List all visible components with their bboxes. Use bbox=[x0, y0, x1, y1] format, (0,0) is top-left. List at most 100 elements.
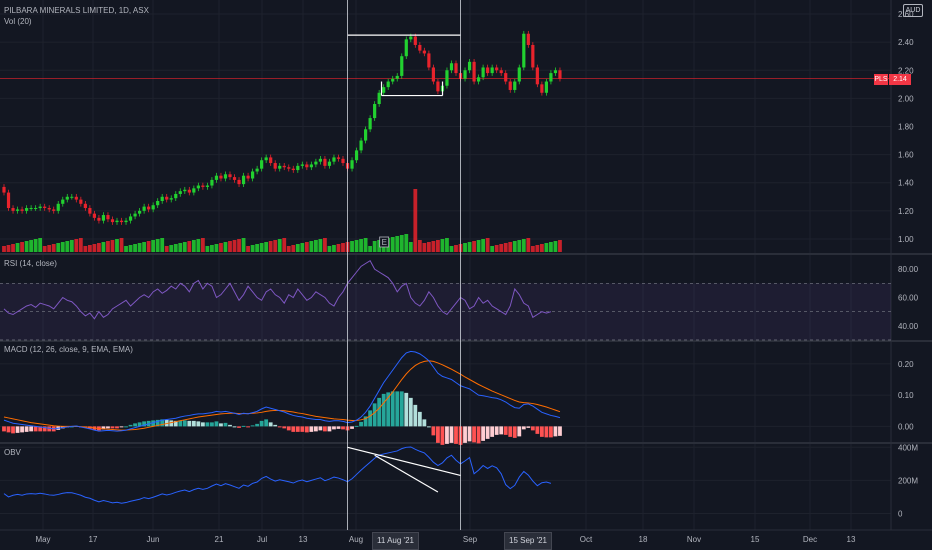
macd-histogram-bar bbox=[558, 426, 562, 436]
volume-bar bbox=[368, 246, 373, 252]
candle-body bbox=[79, 199, 83, 204]
candle-body bbox=[431, 67, 435, 82]
candle-body bbox=[110, 219, 115, 223]
macd-histogram-bar bbox=[413, 404, 418, 427]
last-price-badge: 2.14 bbox=[889, 74, 911, 85]
macd-histogram-bar bbox=[246, 426, 250, 428]
volume-bar bbox=[33, 239, 38, 252]
candle-body bbox=[119, 220, 124, 223]
candle-body bbox=[531, 44, 535, 68]
candle-body bbox=[336, 157, 341, 159]
volume-bar bbox=[273, 240, 278, 252]
volume-bar bbox=[422, 243, 427, 252]
volume-bar bbox=[259, 243, 264, 252]
volume-bar bbox=[250, 245, 255, 252]
macd-histogram-bar bbox=[472, 426, 476, 443]
macd-histogram-bar bbox=[169, 420, 174, 427]
candle-body bbox=[201, 185, 205, 187]
volume-bar bbox=[490, 246, 495, 252]
candle-body bbox=[377, 92, 381, 105]
macd-histogram-bar bbox=[268, 422, 273, 427]
volume-bar bbox=[237, 239, 241, 252]
volume-bar bbox=[323, 238, 327, 252]
volume-bar bbox=[558, 240, 562, 252]
macd-histogram-bar bbox=[309, 426, 314, 432]
volume-bar bbox=[485, 238, 490, 252]
macd-histogram-bar bbox=[205, 422, 210, 427]
candle-body bbox=[52, 209, 56, 211]
candle-body bbox=[174, 193, 178, 199]
volume-bar bbox=[530, 246, 535, 252]
candle-body bbox=[486, 67, 490, 74]
candle-body bbox=[300, 164, 304, 166]
candle-body bbox=[264, 157, 268, 161]
volume-bar bbox=[436, 240, 440, 252]
macd-histogram-bar bbox=[250, 425, 255, 427]
volume-bar bbox=[124, 246, 128, 252]
candle-body bbox=[97, 217, 101, 221]
macd-histogram-bar bbox=[336, 426, 341, 429]
macd-histogram-bar bbox=[323, 426, 327, 432]
candle-body bbox=[228, 174, 232, 178]
volume-bar bbox=[264, 242, 269, 252]
macd-histogram-bar bbox=[539, 426, 544, 437]
volume-bar bbox=[101, 242, 106, 252]
volume-bar bbox=[377, 240, 382, 252]
volume-bar bbox=[553, 241, 558, 252]
volume-bar bbox=[42, 246, 47, 252]
candle-body bbox=[472, 61, 476, 82]
macd-histogram-bar bbox=[33, 426, 38, 432]
candle-body bbox=[481, 67, 485, 78]
macd-histogram-bar bbox=[273, 424, 278, 427]
candle-body bbox=[508, 81, 512, 90]
volume-bar bbox=[56, 243, 61, 252]
candle-body bbox=[160, 196, 164, 201]
macd-histogram-bar bbox=[259, 420, 264, 427]
drawing-annotations[interactable]: E bbox=[347, 0, 461, 530]
candle-body bbox=[368, 118, 372, 130]
time-axis-label: 17 bbox=[89, 535, 98, 544]
candle-body bbox=[386, 81, 390, 88]
volume-bar bbox=[246, 246, 250, 252]
time-axis-label: 13 bbox=[847, 535, 856, 544]
macd-histogram-bar bbox=[237, 426, 241, 428]
rsi-label: RSI (14, close) bbox=[4, 259, 57, 268]
candle-body bbox=[287, 167, 291, 169]
earnings-marker-box bbox=[379, 236, 390, 248]
volume-bar bbox=[350, 241, 354, 252]
volume-bar bbox=[544, 243, 549, 252]
volume-bar bbox=[404, 234, 409, 252]
volume-bar bbox=[413, 189, 418, 252]
volume-bar bbox=[359, 239, 363, 252]
volume-bar bbox=[151, 240, 156, 252]
volume-bar bbox=[146, 241, 151, 252]
volume-bar bbox=[445, 238, 449, 252]
macd-histogram-bar bbox=[350, 426, 354, 429]
volume-bar bbox=[187, 241, 192, 252]
macd-histogram-bar bbox=[291, 426, 296, 432]
macd-histogram-bar bbox=[386, 392, 391, 427]
macd-histogram-bar bbox=[210, 422, 214, 427]
candle-body bbox=[214, 175, 219, 180]
macd-histogram-bar bbox=[300, 426, 305, 432]
macd-histogram-bar bbox=[228, 424, 232, 427]
macd-histogram-bar bbox=[368, 410, 373, 427]
volume-bar bbox=[318, 239, 323, 252]
price-axis[interactable]: 1.00 1.20 1.40 1.60 1.80 2.00 2.20 2.40 2.60 40.0… bbox=[898, 10, 919, 518]
macd-histogram-bar bbox=[431, 426, 436, 436]
candle-body bbox=[418, 44, 422, 51]
volume-bar bbox=[499, 244, 504, 252]
currency-badge[interactable]: AUD bbox=[903, 4, 923, 17]
candle-body bbox=[282, 165, 286, 168]
candle-body bbox=[101, 215, 106, 221]
volume-bar bbox=[24, 241, 29, 252]
candle-body bbox=[223, 174, 228, 179]
volume-bar bbox=[327, 246, 332, 252]
candle-body bbox=[413, 36, 417, 45]
time-axis[interactable]: May 17 Jun 21 Jul 13 Aug Sep Oct 18 Nov 15 Dec 13 bbox=[35, 535, 856, 544]
candle-body bbox=[210, 179, 214, 186]
candle-body bbox=[427, 53, 431, 68]
candle-body bbox=[490, 67, 494, 74]
candle-body bbox=[495, 67, 499, 71]
